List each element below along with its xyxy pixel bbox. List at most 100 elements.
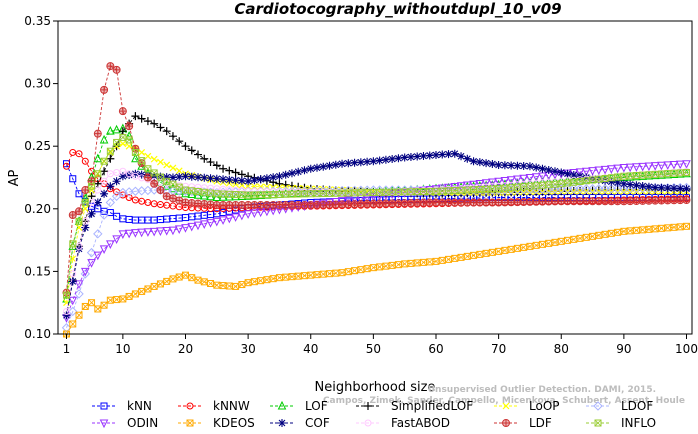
- point-ldof-83: [575, 184, 585, 194]
- point-inflo-32: [257, 191, 265, 199]
- point-odin-63: [450, 183, 460, 192]
- point-odin-23: [199, 220, 209, 229]
- point-ldf-24: [206, 200, 215, 209]
- legend-item-fastabod: FastABOD: [356, 416, 450, 430]
- point-odin-8: [106, 240, 115, 249]
- series-inflo: [63, 133, 690, 299]
- point-ldof-9: [111, 191, 122, 201]
- point-knn-3: [75, 190, 83, 198]
- point-simplifiedlof-18: [168, 132, 177, 141]
- point-cof-2: [68, 277, 77, 286]
- point-cof-11: [125, 170, 134, 179]
- point-simplifiedlof-5: [87, 192, 96, 201]
- point-cof-95: [651, 183, 660, 192]
- point-inflo-12: [131, 148, 139, 156]
- point-cof-7: [100, 189, 109, 198]
- point-ldf-43: [325, 200, 334, 209]
- point-ldof-2: [68, 306, 78, 317]
- x-tick-label-20: 20: [178, 342, 193, 356]
- legend-label-kdeos: KDEOS: [213, 416, 255, 430]
- point-cof-48: [356, 158, 365, 167]
- point-inflo-14: [144, 165, 152, 173]
- point-odin-99: [675, 160, 685, 170]
- point-lof-7: [99, 134, 109, 144]
- legend-item-inflo: INFLO: [586, 416, 656, 430]
- legend-marker-lof: [277, 400, 287, 410]
- point-fastabod-6: [94, 186, 102, 194]
- point-inflo-2: [69, 240, 77, 248]
- point-loop-18: [169, 164, 177, 172]
- point-odin-4: [80, 267, 90, 277]
- legend-item-kdeos: KDEOS: [178, 416, 255, 430]
- point-odin-68: [481, 179, 491, 188]
- point-odin-72: [506, 176, 516, 185]
- x-tick-label-30: 30: [240, 342, 255, 356]
- legend-marker-odin: [99, 419, 109, 429]
- point-ldf-10: [118, 107, 127, 116]
- point-odin-5: [87, 259, 96, 268]
- point-ldof-8: [105, 197, 116, 208]
- point-cof-56: [406, 152, 415, 161]
- point-lof-95: [650, 170, 660, 180]
- point-kdeos-39: [300, 272, 308, 280]
- point-simplifiedlof-14: [143, 117, 152, 126]
- point-simplifiedlof-17: [162, 127, 171, 136]
- point-cof-74: [519, 161, 528, 170]
- point-simplifiedlof-35: [275, 179, 284, 188]
- point-kdeos-22: [194, 276, 202, 284]
- point-ldf-11: [125, 122, 134, 131]
- point-odin-18: [168, 226, 178, 236]
- point-cof-64: [457, 152, 466, 161]
- y-tick-label-0.15: 0.15: [24, 264, 51, 278]
- point-kdeos-35: [275, 274, 283, 282]
- point-kdeos-3: [75, 311, 83, 319]
- point-loop-81: [564, 187, 571, 195]
- point-odin-88: [607, 165, 616, 174]
- point-ldof-5: [86, 247, 97, 258]
- point-knnw-11: [125, 194, 133, 202]
- point-kdeos-23: [200, 278, 208, 286]
- point-odin-3: [74, 280, 84, 290]
- point-loop-88: [607, 187, 615, 195]
- y-axis-label: AP: [7, 169, 22, 186]
- point-odin-100: [682, 160, 691, 169]
- point-inflo-5: [88, 182, 96, 190]
- point-odin-96: [657, 161, 666, 171]
- point-simplifiedlof-24: [206, 158, 215, 167]
- point-lof-93: [638, 171, 647, 180]
- point-odin-86: [594, 166, 604, 176]
- point-loop-31: [250, 183, 258, 190]
- point-ldf-23: [200, 200, 209, 209]
- point-simplifiedlof-27: [225, 166, 234, 175]
- legend-label-loop: LoOP: [529, 399, 560, 413]
- legend-marker-loop: [502, 402, 510, 410]
- point-odin-75: [525, 174, 535, 183]
- point-lof-8: [106, 126, 115, 135]
- legend-item-ldf: LDF: [494, 416, 552, 430]
- point-odin-19: [174, 225, 184, 234]
- watermark-line-2: Campos, Zimek, Sander, Campello, Micenko…: [323, 396, 685, 406]
- point-ldf-18: [168, 194, 177, 203]
- point-kdeos-58: [419, 258, 427, 266]
- point-cof-59: [425, 151, 434, 160]
- point-odin-7: [99, 245, 109, 254]
- x-axis: 1 10 20 30 40 50 60 70 80 90 100: [63, 334, 698, 356]
- point-lof-9: [112, 124, 121, 134]
- point-ldf-7: [100, 85, 109, 94]
- point-kdeos-11: [125, 292, 133, 300]
- legend-item-lof: LOF: [270, 399, 328, 413]
- legend-item-cof: COF: [270, 416, 330, 430]
- point-kdeos-29: [238, 281, 246, 289]
- point-kdeos-51: [376, 263, 384, 271]
- legend-label-lof: LOF: [305, 399, 328, 413]
- x-tick-label-100: 100: [675, 342, 698, 356]
- x-tick-label-80: 80: [554, 342, 569, 356]
- point-ldf-100: [682, 196, 691, 205]
- point-cof-89: [613, 178, 622, 187]
- point-cof-18: [168, 173, 177, 182]
- point-odin-30: [243, 210, 253, 219]
- point-simplifiedlof-13: [137, 114, 146, 123]
- point-kdeos-77: [538, 240, 546, 248]
- point-cof-10: [118, 172, 127, 181]
- point-cof-31: [250, 176, 259, 185]
